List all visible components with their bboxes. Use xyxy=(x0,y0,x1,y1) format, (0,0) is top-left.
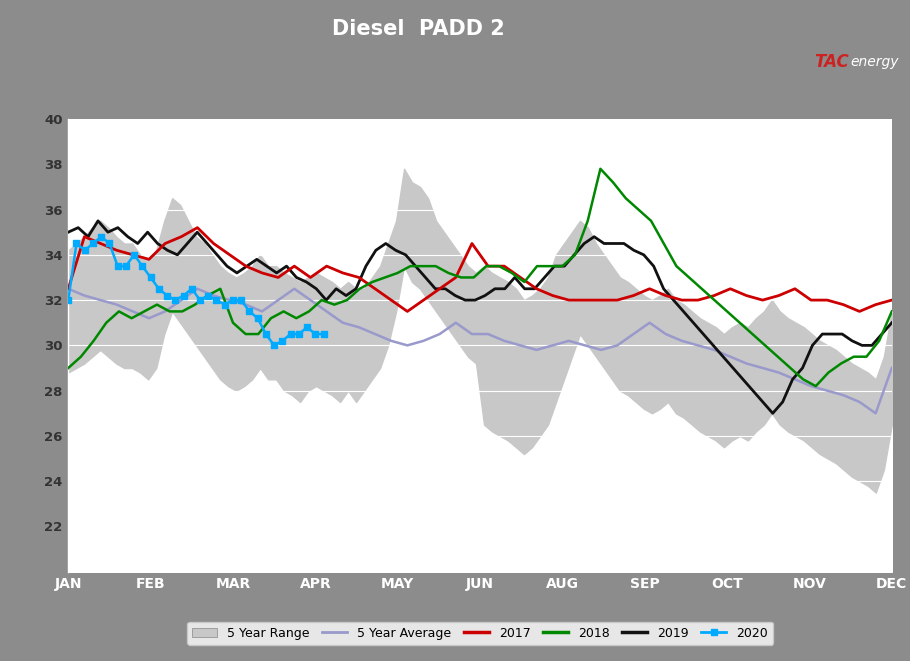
Text: energy: energy xyxy=(851,55,899,69)
Text: TAC: TAC xyxy=(814,53,849,71)
Legend: 5 Year Range, 5 Year Average, 2017, 2018, 2019, 2020: 5 Year Range, 5 Year Average, 2017, 2018… xyxy=(187,622,773,644)
Text: Diesel  PADD 2: Diesel PADD 2 xyxy=(332,19,505,39)
